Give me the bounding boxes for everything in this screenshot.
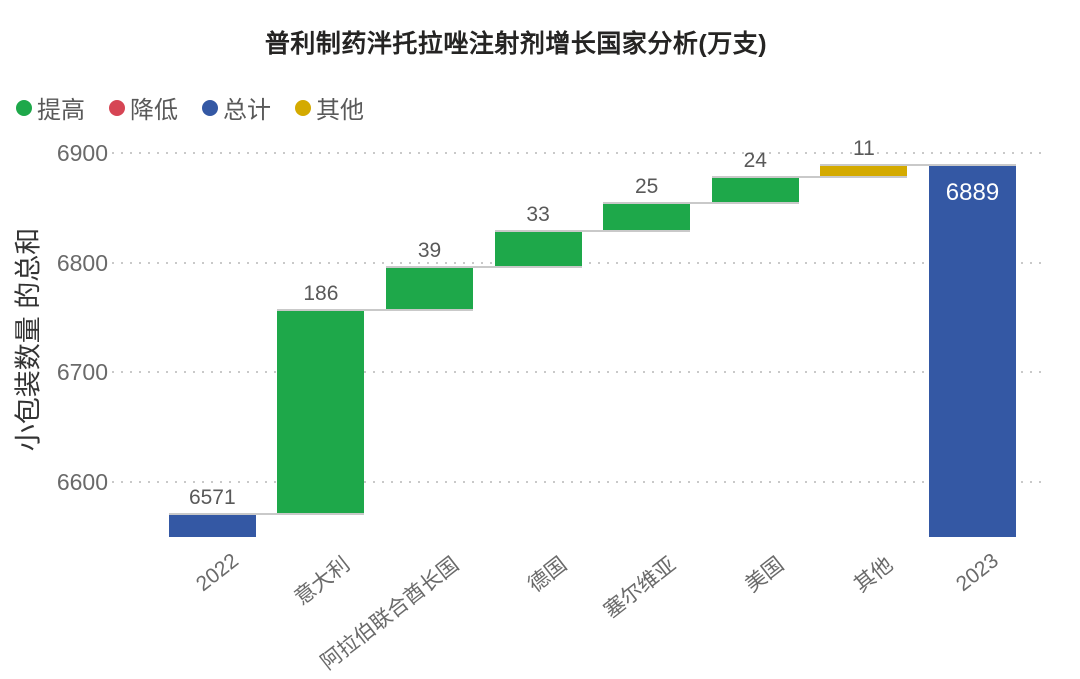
x-axis-label-其他: 其他 [849,552,898,597]
y-tick-label: 6900 [56,139,108,166]
gridline-6900 [112,151,1048,154]
legend-label: 其他 [316,97,364,124]
legend-swatch-decrease [109,99,125,116]
legend-swatch-increase [16,99,32,116]
connector-line [386,266,582,269]
legend-swatch-total [202,99,218,116]
y-tick-label: 6800 [56,249,108,276]
connector-line [820,164,1016,167]
chart-title: 普利制药泮托拉唑注射剂增长国家分析(万支) [264,30,768,58]
legend-swatch-other [295,99,311,116]
gridline-6600 [112,481,1048,484]
x-axis-label-美国: 美国 [741,552,789,597]
connector-line [494,229,691,232]
bar-2023[interactable] [929,165,1016,537]
x-axis-label-2023: 2023 [951,549,1003,596]
x-axis-label-德国: 德国 [524,552,572,597]
gridline-6700 [112,371,1048,374]
connector-line [168,512,365,515]
legend-item-other[interactable]: 其他 [295,90,364,125]
bar-value-label: 6889 [945,179,1000,207]
bar-value-label: 33 [526,202,550,226]
x-axis-label-塞尔维亚: 塞尔维亚 [599,552,680,623]
bar-value-label: 186 [303,281,339,305]
legend-label: 降低 [130,97,178,124]
legend-item-total[interactable]: 总计 [202,90,271,125]
connector-line [603,202,799,205]
bar-美国[interactable] [711,177,799,204]
bar-value-label: 39 [417,239,442,263]
connector-line [711,176,908,179]
bar-塞尔维亚[interactable] [603,203,691,231]
bar-value-label: 11 [852,137,875,161]
connector-line [277,308,473,311]
legend-label: 总计 [223,97,271,124]
bar-阿拉伯联合酋长国[interactable] [386,267,473,310]
legend-label: 提高 [37,97,85,124]
bar-意大利[interactable] [277,309,365,514]
x-axis-label-2022: 2022 [191,549,243,596]
bar-2022[interactable] [168,513,256,537]
bar-value-label: 24 [743,149,767,173]
y-tick-label: 6600 [56,469,108,496]
legend: 提高 降低 总计 其他 [16,90,364,125]
bar-其他[interactable] [820,165,908,178]
bar-value-label: 6571 [188,485,236,509]
x-axis-label-意大利: 意大利 [290,552,355,610]
bar-德国[interactable] [494,230,582,268]
y-tick-label: 6700 [56,359,108,386]
legend-item-decrease[interactable]: 降低 [109,90,178,125]
legend-item-increase[interactable]: 提高 [16,90,85,125]
bar-value-label: 25 [635,175,659,199]
